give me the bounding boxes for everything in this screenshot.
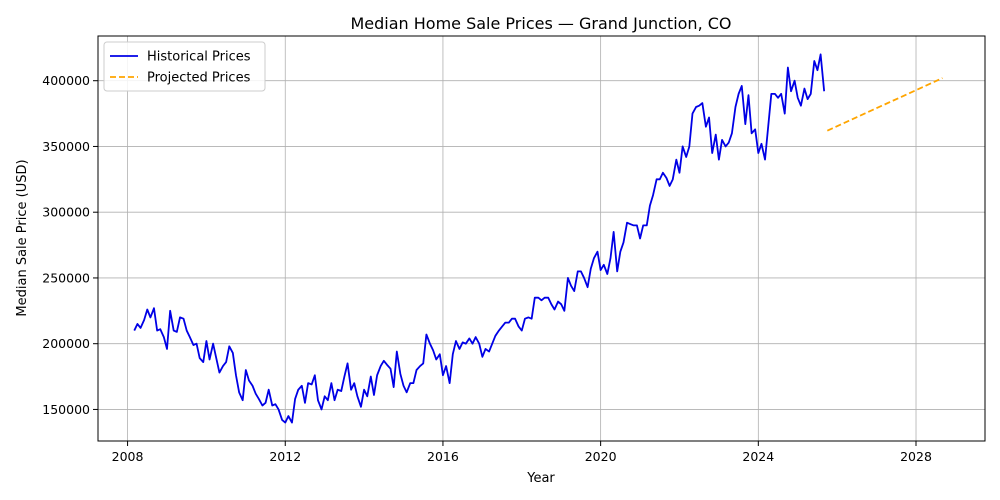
legend-label-historical: Historical Prices xyxy=(147,50,251,65)
x-tick-label: 2024 xyxy=(742,449,774,464)
x-tick-label: 2020 xyxy=(585,449,617,464)
y-axis-ticks: 150000 200000 250000 300000 350000 400000 xyxy=(42,73,98,417)
y-tick-label: 250000 xyxy=(42,270,90,285)
series-line-historical xyxy=(133,53,826,424)
x-tick-label: 2028 xyxy=(900,449,932,464)
series-layer xyxy=(133,53,943,424)
x-axis-ticks: 2008 2012 2016 2020 2024 2028 xyxy=(112,441,932,464)
chart-title: Median Home Sale Prices — Grand Junction… xyxy=(350,14,731,33)
y-tick-label: 400000 xyxy=(42,73,90,88)
x-tick-label: 2016 xyxy=(427,449,459,464)
series-line-projected xyxy=(826,77,943,132)
grid-lines xyxy=(98,36,985,441)
x-tick-label: 2012 xyxy=(269,449,301,464)
legend: Historical Prices Projected Prices xyxy=(103,41,266,92)
y-tick-label: 150000 xyxy=(42,402,90,417)
y-tick-label: 200000 xyxy=(42,336,90,351)
x-tick-label: 2008 xyxy=(112,449,144,464)
x-axis-label: Year xyxy=(526,471,555,486)
y-axis-label: Median Sale Price (USD) xyxy=(15,159,30,316)
y-tick-label: 350000 xyxy=(42,139,90,154)
legend-label-projected: Projected Prices xyxy=(147,71,251,86)
legend-box xyxy=(103,41,266,92)
plot-area-frame xyxy=(97,35,986,442)
y-tick-label: 300000 xyxy=(42,205,90,220)
